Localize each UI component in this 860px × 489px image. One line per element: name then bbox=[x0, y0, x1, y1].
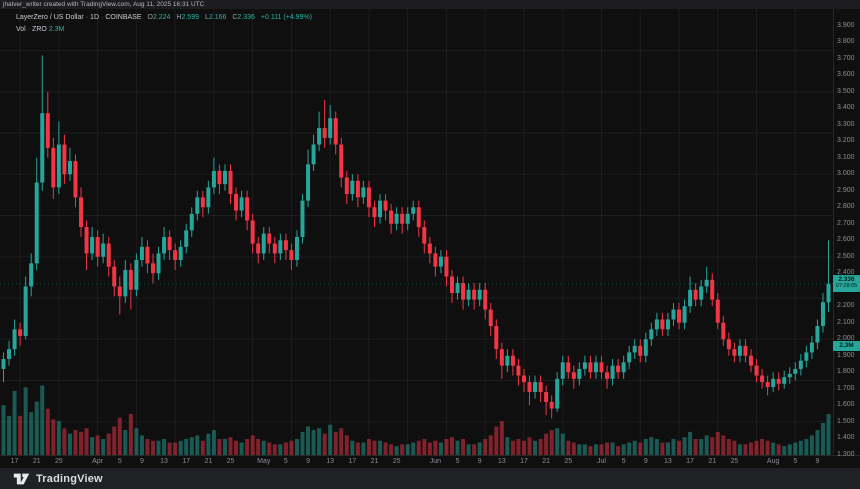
grid-lines bbox=[0, 9, 833, 455]
time-axis-label: 9 bbox=[139, 458, 144, 465]
time-axis-label: 13 bbox=[497, 458, 506, 465]
time-axis-label: 17 bbox=[348, 458, 357, 465]
time-axis-label: 25 bbox=[226, 458, 235, 465]
price-axis-label: 1.900 bbox=[837, 351, 855, 359]
legend-separator: · bbox=[27, 26, 31, 33]
time-axis-label: 21 bbox=[32, 458, 41, 465]
open-key: O bbox=[147, 14, 153, 21]
price-axis-label: 3.800 bbox=[837, 38, 855, 46]
price-axis-label: 2.000 bbox=[837, 335, 855, 343]
price-axis-label: 3.700 bbox=[837, 54, 855, 62]
price-axis-label: 3.000 bbox=[837, 170, 855, 178]
volume-histogram bbox=[1, 385, 831, 455]
time-axis-label: 17 bbox=[686, 458, 694, 465]
bar-close-countdown: 07:28:05 bbox=[835, 283, 858, 289]
high-key: H bbox=[176, 14, 182, 21]
axis-separators bbox=[0, 9, 860, 456]
low-key: L bbox=[204, 14, 209, 21]
time-axis-label: 25 bbox=[54, 458, 63, 465]
volume-row[interactable]: Vol · ZRO 2.3M bbox=[16, 24, 312, 35]
time-axis-label: Jul bbox=[597, 458, 606, 465]
time-axis-label: 21 bbox=[204, 458, 213, 465]
time-axis-label: 17 bbox=[10, 458, 19, 465]
price-axis-label: 2.600 bbox=[837, 236, 855, 244]
price-axis-label: 3.200 bbox=[837, 137, 855, 145]
price-axis-label: 3.500 bbox=[837, 87, 855, 95]
legend-separator: · bbox=[85, 14, 89, 21]
time-axis-label: 9 bbox=[306, 458, 310, 465]
price-axis-label: 2.400 bbox=[837, 269, 855, 277]
high-value: 2.599 bbox=[181, 14, 200, 21]
volume-ticker: ZRO bbox=[32, 26, 47, 33]
footer-bar: TradingView bbox=[0, 468, 860, 489]
time-axis-label: 9 bbox=[643, 458, 648, 465]
attribution-bar: jhalver_writer created with TradingView.… bbox=[0, 0, 860, 9]
attribution-text: jhalver_writer created with TradingView.… bbox=[3, 1, 205, 8]
tradingview-logo-icon[interactable] bbox=[13, 472, 30, 486]
symbol-row[interactable]: LayerZero / US Dollar · 1D · COINBASE O2.224… bbox=[16, 12, 312, 23]
time-axis-label: Aug bbox=[766, 458, 780, 465]
price-axis-label: 2.700 bbox=[837, 219, 855, 227]
price-axis-label: 2.900 bbox=[837, 186, 855, 194]
time-axis-label: 13 bbox=[664, 458, 672, 465]
time-axis-label: 5 bbox=[117, 458, 122, 465]
volume-key: Vol bbox=[16, 26, 26, 33]
price-axis-label: 1.300 bbox=[837, 450, 855, 458]
price-axis-label: 2.500 bbox=[837, 252, 855, 260]
price-axis-label: 3.400 bbox=[837, 104, 855, 112]
volume-value: 2.3M bbox=[48, 26, 65, 33]
chart-legend: LayerZero / US Dollar · 1D · COINBASE O2.224… bbox=[16, 12, 312, 35]
time-axis-label: 21 bbox=[370, 458, 379, 465]
time-axis-label: 9 bbox=[477, 458, 482, 465]
time-axis-label: 21 bbox=[708, 458, 717, 465]
price-axis-label: 1.600 bbox=[837, 401, 855, 409]
legend-separator: · bbox=[101, 14, 104, 21]
open-value: 2.224 bbox=[152, 14, 171, 21]
last-price-tag: 2.336 07:28:05 bbox=[833, 275, 860, 292]
time-axis-label: 5 bbox=[621, 458, 626, 465]
time-axis-label: 9 bbox=[815, 458, 820, 465]
exchange-name: COINBASE bbox=[105, 14, 142, 21]
price-axis-label: 3.900 bbox=[837, 21, 855, 29]
symbol-title: LayerZero / US Dollar bbox=[16, 14, 84, 21]
price-axis-label: 2.100 bbox=[837, 318, 855, 326]
time-axis-label: May bbox=[257, 458, 271, 465]
time-axis-label: 13 bbox=[160, 458, 168, 465]
price-axis-label: 3.300 bbox=[837, 120, 855, 128]
volume-axis-tag: 2.3M bbox=[833, 341, 860, 351]
time-axis-label: 17 bbox=[182, 458, 191, 465]
close-value: 2.336 bbox=[237, 14, 255, 21]
price-axis-label: 2.200 bbox=[837, 302, 855, 310]
candlestick-series bbox=[1, 55, 831, 419]
tradingview-brand-text[interactable]: TradingView bbox=[36, 472, 103, 485]
price-axis-label: 1.800 bbox=[837, 368, 855, 376]
time-axis-label: Jun bbox=[429, 458, 442, 465]
time-axis-label: 5 bbox=[793, 458, 798, 465]
price-axis-label: 1.500 bbox=[837, 417, 855, 425]
price-axis-label: 1.400 bbox=[837, 434, 855, 442]
time-axis-label: 5 bbox=[283, 458, 288, 465]
time-axis-label: 25 bbox=[392, 458, 401, 465]
price-axis-label: 3.600 bbox=[837, 71, 855, 79]
change-value: +0.111 (+4.99%) bbox=[260, 14, 313, 21]
close-key: C bbox=[232, 14, 238, 21]
time-axis-label: 13 bbox=[326, 458, 335, 465]
price-axis-label: 1.700 bbox=[837, 384, 855, 392]
low-value: 2.166 bbox=[208, 14, 227, 21]
time-axis-label: 5 bbox=[455, 458, 460, 465]
interval-value: 1D bbox=[90, 14, 99, 21]
time-axis-label: 17 bbox=[520, 458, 528, 465]
time-axis-label: 21 bbox=[542, 458, 551, 465]
last-price-value: 2.336 bbox=[838, 276, 855, 283]
price-axis-label: 2.800 bbox=[837, 203, 855, 211]
price-axis-label: 3.100 bbox=[837, 153, 855, 161]
time-axis-label: 25 bbox=[564, 458, 573, 465]
time-axis-label: Apr bbox=[92, 458, 104, 465]
time-axis-label: 25 bbox=[730, 458, 739, 465]
